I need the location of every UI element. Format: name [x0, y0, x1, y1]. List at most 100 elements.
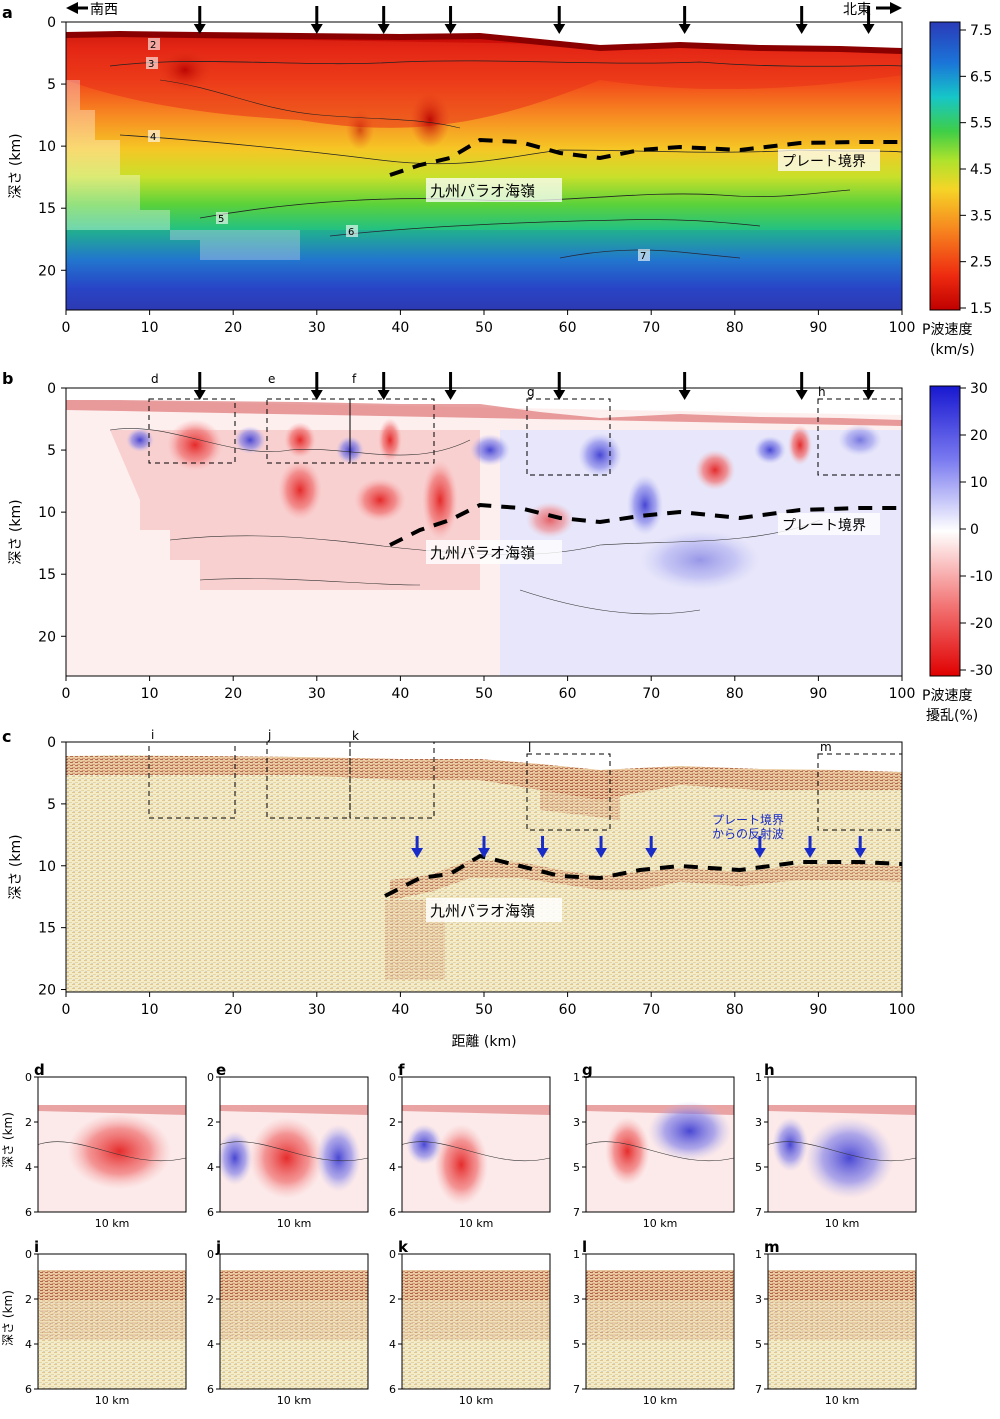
inset-scale-label: 10 km: [825, 1394, 860, 1407]
panel_b-xtick-label: 90: [809, 686, 827, 702]
direction-northeast: 北東: [843, 2, 902, 18]
inset-ytick-label: 0: [207, 1248, 214, 1261]
panel_a-xtick-label: 40: [391, 320, 409, 336]
inset-m: m1 3 5 7 10 km: [755, 1238, 917, 1407]
box-label-k: k: [352, 729, 359, 743]
down-arrow-head-icon: [804, 848, 817, 858]
inset-ytick-label: 7: [573, 1383, 580, 1396]
panel_a-xtick-label: 80: [726, 320, 744, 336]
colorbar-tick-label: -10: [970, 569, 993, 585]
box-l: [526, 753, 611, 831]
box-label-i: i: [151, 728, 154, 742]
inset-l: l1 3 5 7 10 km: [573, 1238, 735, 1407]
panel_c-xtick-label: 30: [308, 1002, 326, 1018]
left-arrow-icon: [66, 2, 78, 14]
inset-letter: l: [582, 1238, 587, 1256]
contour-label-6: 6: [348, 227, 354, 238]
inset-ytick-label: 3: [755, 1293, 762, 1306]
perturbation-colorbar-ticks: 30 20 10 0 -10 -20 -30: [960, 381, 993, 679]
ridge-label-b: 九州パラオ海嶺: [430, 544, 535, 562]
plate-boundary-label-a: プレート境界: [782, 154, 866, 170]
panel-a-letter: a: [2, 3, 13, 22]
inset-ytick-label: 0: [389, 1248, 396, 1261]
panel_a-xtick-label: 0: [62, 320, 71, 336]
inset-frame: [37, 1076, 187, 1213]
panel_c-ytick-label: 15: [38, 921, 56, 937]
down-arrow-head-icon: [377, 24, 390, 34]
inset-f: f0 2 4 6 10 km: [389, 1061, 551, 1230]
inset-letter: e: [216, 1061, 226, 1079]
inset-letter: m: [764, 1238, 780, 1256]
colorbar-tick-label: 5.5: [970, 116, 992, 132]
inset-ytick-label: 4: [207, 1338, 214, 1351]
inset-ytick-label: 2: [25, 1293, 32, 1306]
plate-boundary-line-c: [384, 853, 902, 898]
box-label-f: f: [352, 372, 357, 386]
box-label-l: l: [528, 741, 531, 755]
velocity-colorbar-ticks: 7.5 6.5 5.5 4.5 3.5 2.5 1.5: [960, 23, 992, 317]
down-arrow-head-icon: [478, 848, 490, 858]
inset-j: j0 2 4 6 10 km: [207, 1238, 369, 1407]
velocity-colorbar-unit: (km/s): [930, 342, 975, 358]
inset-h: h1 3 5 7 10 km: [755, 1061, 917, 1230]
down-arrow-head-icon: [753, 848, 766, 858]
inset-letter: i: [34, 1238, 39, 1256]
inset-ytick-label: 0: [25, 1248, 32, 1261]
panel_a-xtick-label: 60: [559, 320, 577, 336]
inset-ytick-label: 7: [755, 1383, 762, 1396]
inset-ytick-label: 0: [207, 1071, 214, 1084]
panel_c-xtick-label: 60: [559, 1002, 577, 1018]
inset-ytick-label: 7: [755, 1206, 762, 1219]
panel_b-xtick-label: 20: [224, 686, 242, 702]
panel_b-xtick-label: 100: [889, 686, 916, 702]
panel_b-xtick-label: 40: [391, 686, 409, 702]
inset-ytick-label: 1: [755, 1071, 762, 1084]
contour-label-2: 2: [150, 40, 156, 51]
panel-b-ylabel: 深さ (km): [8, 499, 24, 564]
colorbar-tick-label: 0: [970, 522, 979, 538]
reflection-label-line1: プレート境界: [712, 812, 784, 827]
colorbar-tick-label: -20: [970, 616, 993, 632]
inset-frame: [219, 1076, 369, 1213]
panel_b-ytick-label: 0: [47, 381, 56, 397]
colorbar-tick-label: 10: [970, 475, 988, 491]
panel_c-ytick-label: 10: [38, 859, 56, 875]
box-label-d: d: [151, 372, 159, 386]
inset-ytick-label: 4: [207, 1161, 214, 1174]
colorbar-tick-label: 2.5: [970, 255, 992, 271]
panel-c-letter: c: [2, 727, 11, 746]
panel_b-xtick-label: 0: [62, 686, 71, 702]
panel_c-xtick-label: 20: [224, 1002, 242, 1018]
inset-scale-label: 10 km: [95, 1217, 130, 1230]
inset-ytick-label: 1: [755, 1248, 762, 1261]
panel_b-ytick-label: 5: [47, 443, 56, 459]
down-arrow-head-icon: [377, 390, 390, 400]
inset-ytick-label: 2: [207, 1116, 214, 1129]
direction-southwest: 南西: [66, 2, 118, 18]
box-e: [266, 398, 351, 464]
panel_b-xtick-label: 80: [726, 686, 744, 702]
panel_a-xtick-label: 70: [642, 320, 660, 336]
panel_a-xtick-label: 20: [224, 320, 242, 336]
down-arrow-head-icon: [193, 390, 206, 400]
inset-frame: [585, 1253, 735, 1390]
inset-frame: [767, 1076, 917, 1213]
down-arrow-head-icon: [411, 848, 424, 858]
panel_a-xtick-label: 10: [141, 320, 159, 336]
contour-label-7: 7: [640, 251, 646, 262]
inset-ytick-label: 6: [207, 1206, 214, 1219]
insets-top-ylabel: 深さ (km): [1, 1112, 15, 1168]
inset-frame: [219, 1253, 369, 1390]
inset-letter: j: [215, 1238, 221, 1256]
panel_c-xtick-label: 0: [62, 1002, 71, 1018]
down-arrow-head-icon: [645, 848, 658, 858]
panel_a-ytick-label: 15: [38, 201, 56, 217]
panel_b-xtick-label: 50: [475, 686, 493, 702]
inset-ytick-label: 5: [573, 1161, 580, 1174]
inset-ytick-label: 4: [25, 1161, 32, 1174]
station-arrows-a: [193, 6, 875, 34]
box-f: [349, 398, 435, 464]
inset-g: g1 3 5 7 10 km: [573, 1061, 735, 1230]
panel_c-xtick-label: 10: [141, 1002, 159, 1018]
